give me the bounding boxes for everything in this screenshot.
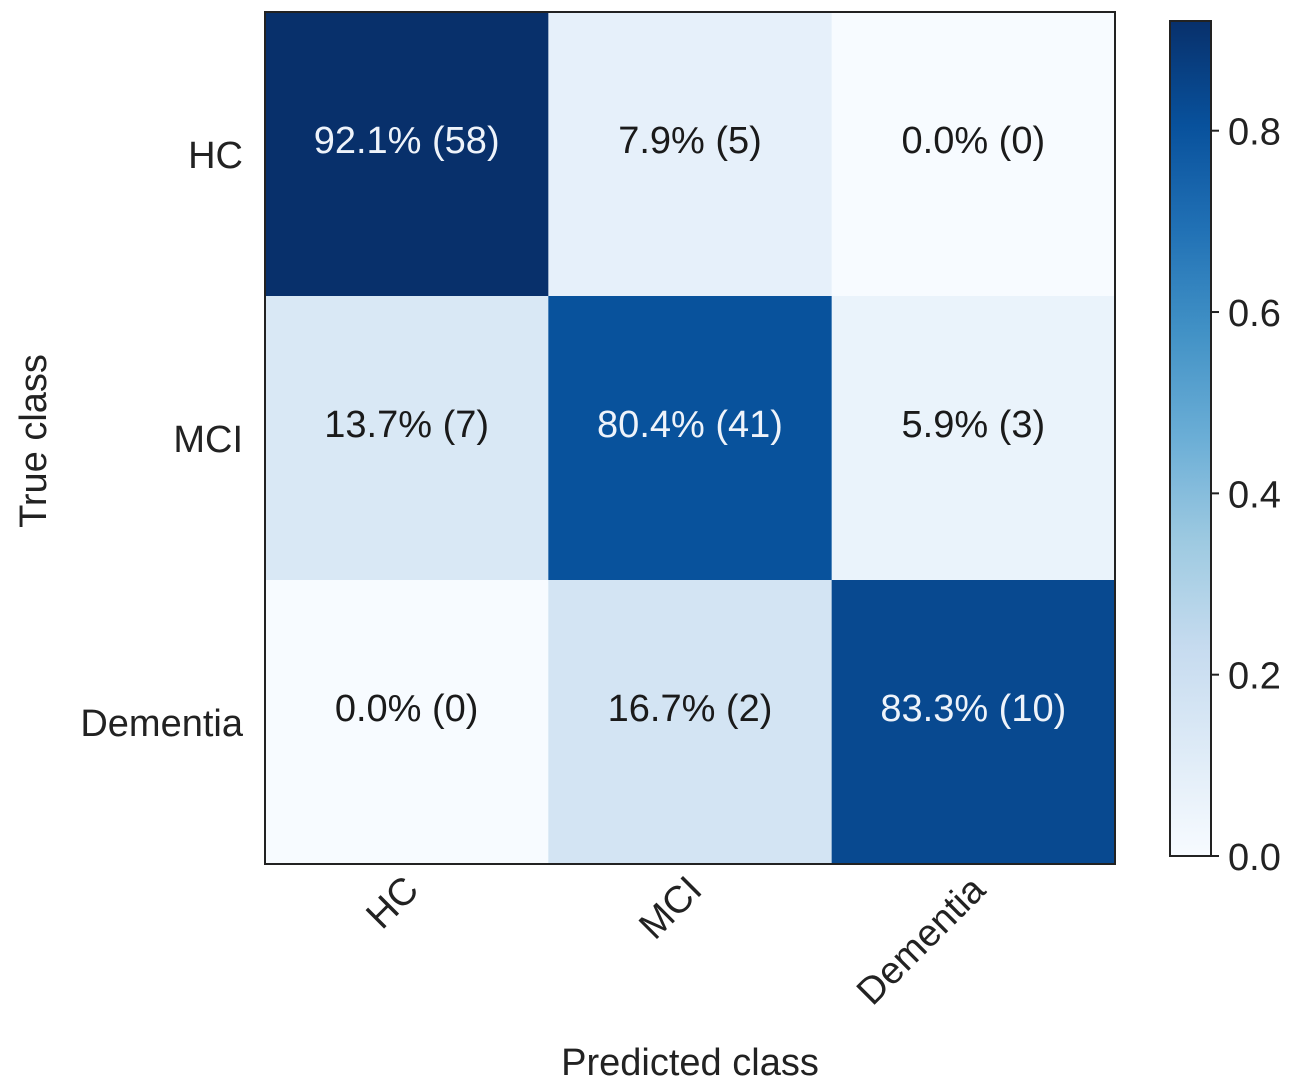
x-tick-label-1: MCI	[631, 869, 710, 948]
y-tick-label-1: MCI	[173, 419, 243, 461]
x-tick-label-2: Dementia	[849, 868, 994, 1013]
cell-2-1	[548, 580, 833, 865]
cell-label-0-2: 0.0% (0)	[902, 120, 1046, 162]
cell-label-0-0: 92.1% (58)	[314, 120, 500, 162]
cell-2-2	[831, 580, 1116, 865]
x-tick-label-0: HC	[359, 869, 428, 938]
colorbar-tick-label-0: 0.0	[1228, 837, 1281, 879]
cell-1-2	[831, 296, 1116, 581]
cell-label-1-0: 13.7% (7)	[324, 404, 489, 446]
cell-label-1-1: 80.4% (41)	[597, 404, 783, 446]
cell-2-0	[265, 580, 549, 865]
heatmap-cells	[265, 12, 1116, 865]
colorbar-ticks: 0.0 0.2 0.4 0.6 0.8	[1211, 112, 1281, 879]
colorbar-tick-label-3: 0.6	[1228, 293, 1281, 335]
plot-frame	[264, 11, 1116, 865]
colorbar	[1169, 20, 1212, 857]
cell-0-2	[831, 12, 1116, 297]
colorbar-tick-label-4: 0.8	[1228, 112, 1281, 154]
colorbar-tick-label-2: 0.4	[1228, 474, 1281, 516]
y-axis-label: True class	[13, 354, 55, 528]
cell-label-2-0: 0.0% (0)	[335, 688, 479, 730]
cell-label-1-2: 5.9% (3)	[902, 404, 1046, 446]
colorbar-tick-label-1: 0.2	[1228, 656, 1281, 698]
y-tick-label-2: Dementia	[80, 703, 243, 745]
x-axis-ticks: HC MCI Dementia	[359, 868, 995, 1013]
cell-label-2-1: 16.7% (2)	[608, 688, 773, 730]
cell-label-0-1: 7.9% (5)	[618, 120, 762, 162]
x-axis-label: Predicted class	[561, 1042, 819, 1084]
cell-label-2-2: 83.3% (10)	[880, 688, 1066, 730]
cell-1-1	[548, 296, 833, 581]
cell-1-0	[265, 296, 549, 581]
y-tick-label-0: HC	[188, 135, 243, 177]
y-axis-ticks: HC MCI Dementia	[80, 135, 243, 745]
cell-0-1	[548, 12, 833, 297]
heatmap-cell-labels: 92.1% (58) 7.9% (5) 0.0% (0) 13.7% (7) 80.4%…	[314, 120, 1067, 730]
cell-0-0	[265, 12, 549, 297]
